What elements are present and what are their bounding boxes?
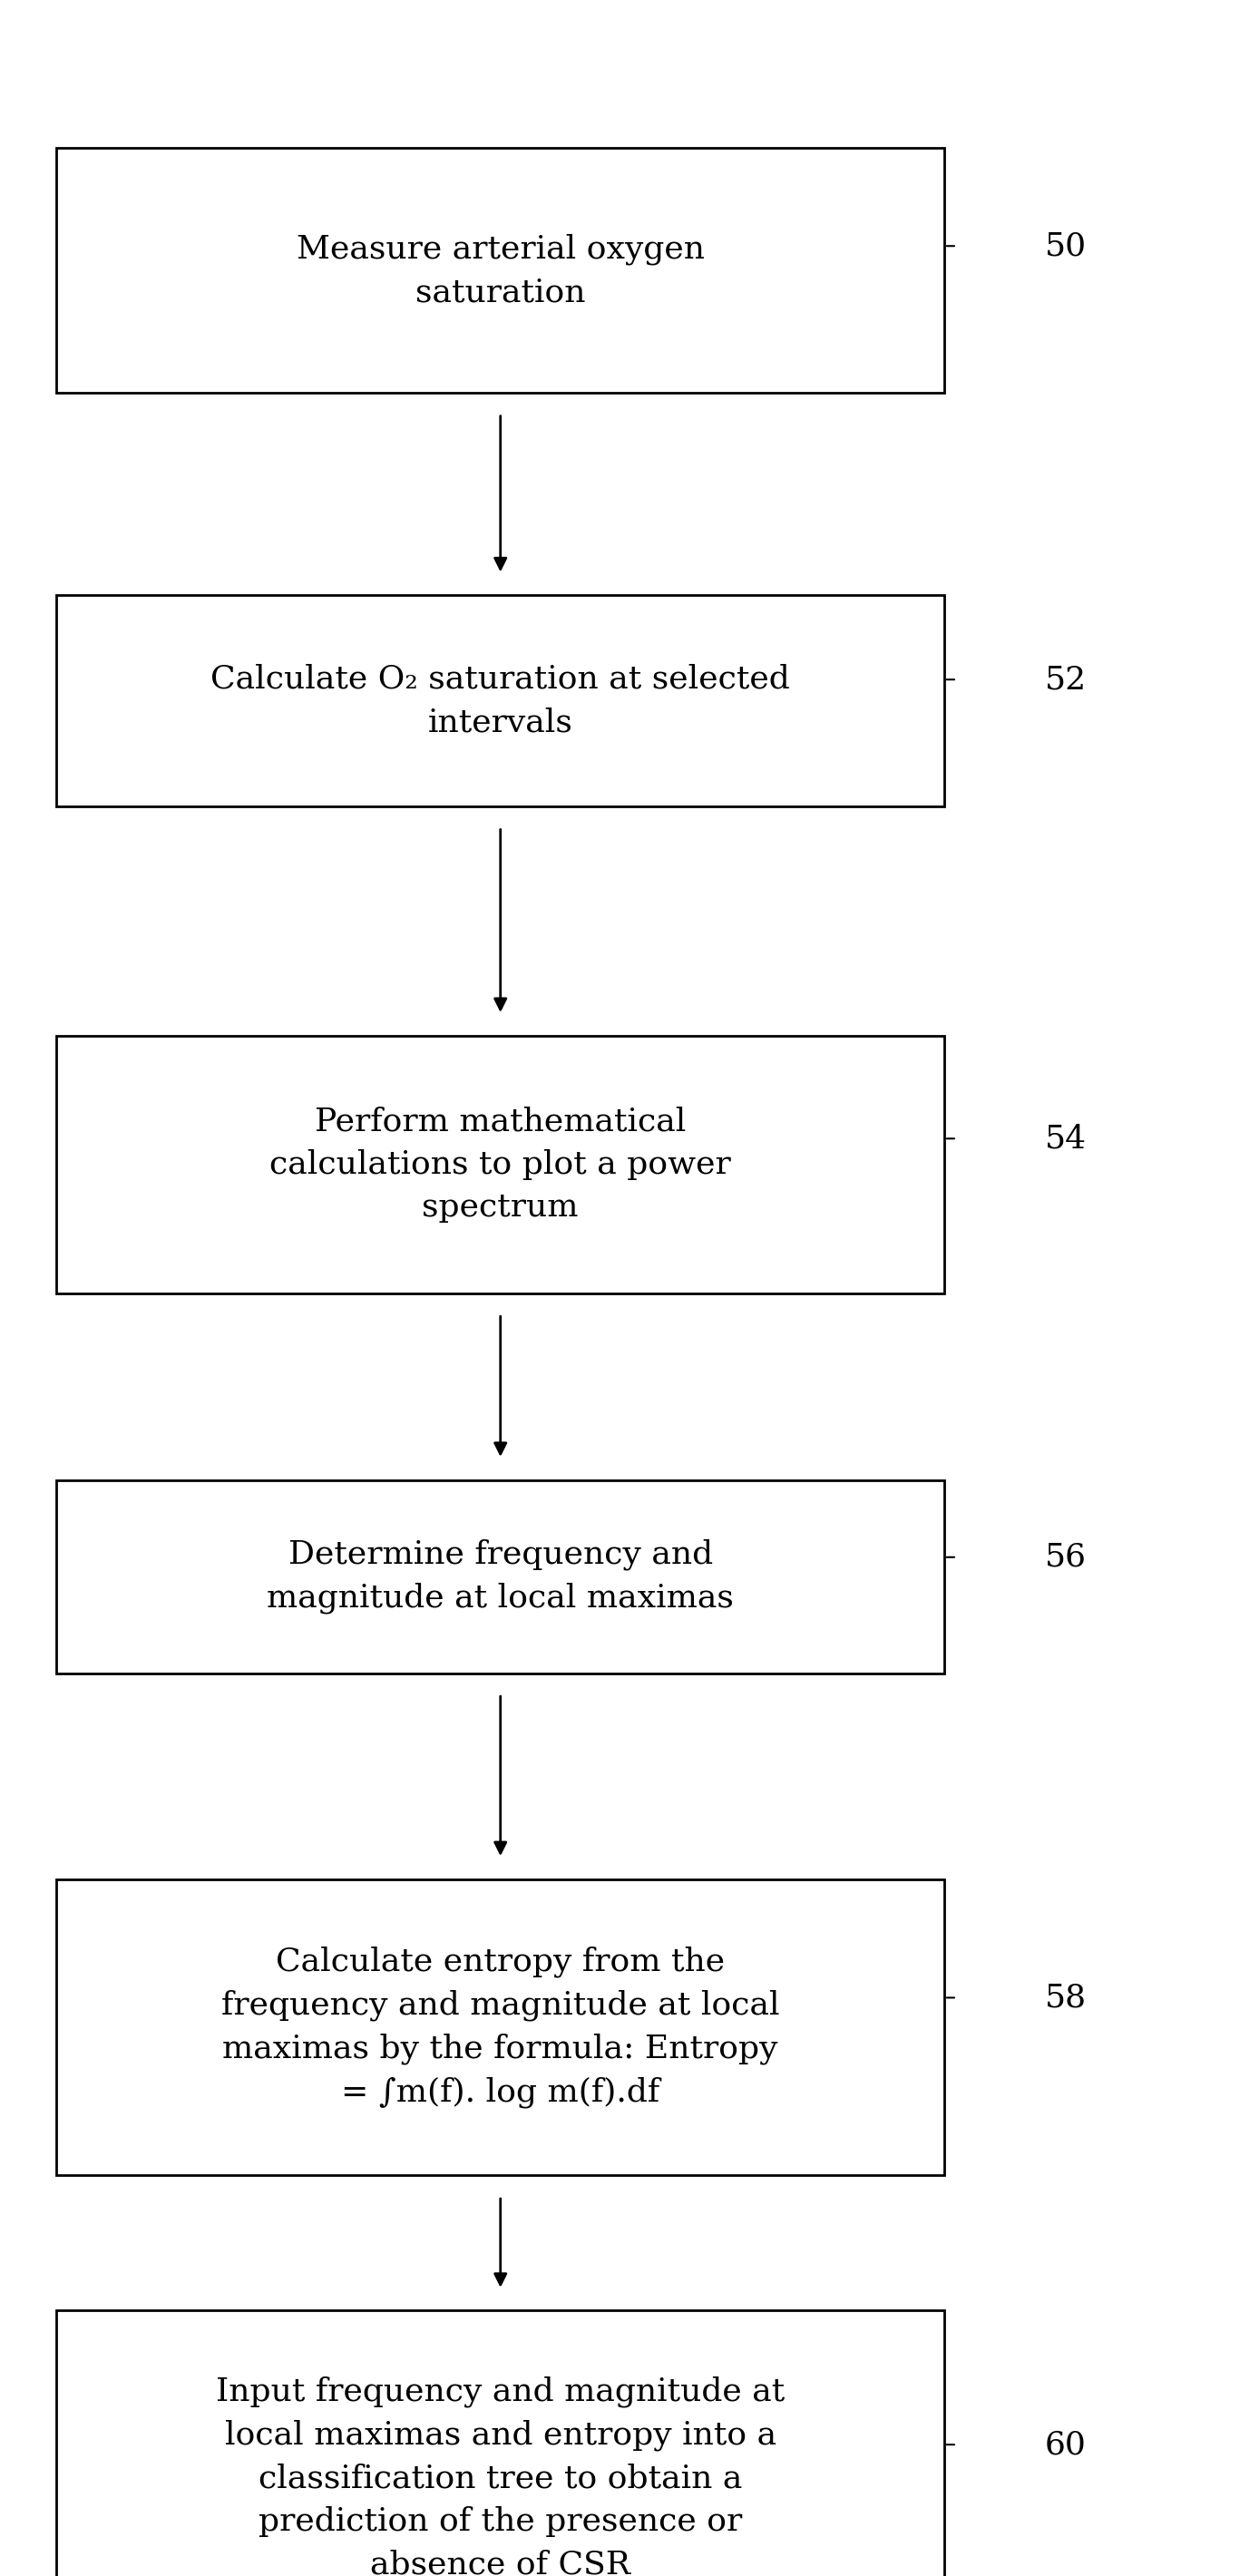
FancyBboxPatch shape bbox=[57, 595, 944, 806]
Text: Measure arterial oxygen
saturation: Measure arterial oxygen saturation bbox=[296, 234, 705, 307]
Text: 56: 56 bbox=[1045, 1543, 1087, 1571]
Text: Calculate entropy from the
frequency and magnitude at local
maximas by the formu: Calculate entropy from the frequency and… bbox=[222, 1947, 779, 2107]
FancyBboxPatch shape bbox=[57, 147, 944, 392]
FancyBboxPatch shape bbox=[57, 2311, 944, 2576]
Text: 52: 52 bbox=[1045, 665, 1087, 696]
Text: Input frequency and magnitude at
local maximas and entropy into a
classification: Input frequency and magnitude at local m… bbox=[217, 2375, 784, 2576]
Text: 54: 54 bbox=[1045, 1123, 1087, 1154]
Text: 58: 58 bbox=[1045, 1984, 1087, 2012]
Text: Perform mathematical
calculations to plot a power
spectrum: Perform mathematical calculations to plo… bbox=[269, 1105, 731, 1224]
FancyBboxPatch shape bbox=[57, 1036, 944, 1293]
FancyBboxPatch shape bbox=[57, 1880, 944, 2174]
Text: 60: 60 bbox=[1045, 2429, 1087, 2460]
Text: Calculate O₂ saturation at selected
intervals: Calculate O₂ saturation at selected inte… bbox=[210, 665, 791, 737]
Text: 50: 50 bbox=[1045, 232, 1087, 260]
FancyBboxPatch shape bbox=[57, 1479, 944, 1674]
Text: Determine frequency and
magnitude at local maximas: Determine frequency and magnitude at loc… bbox=[267, 1538, 734, 1615]
